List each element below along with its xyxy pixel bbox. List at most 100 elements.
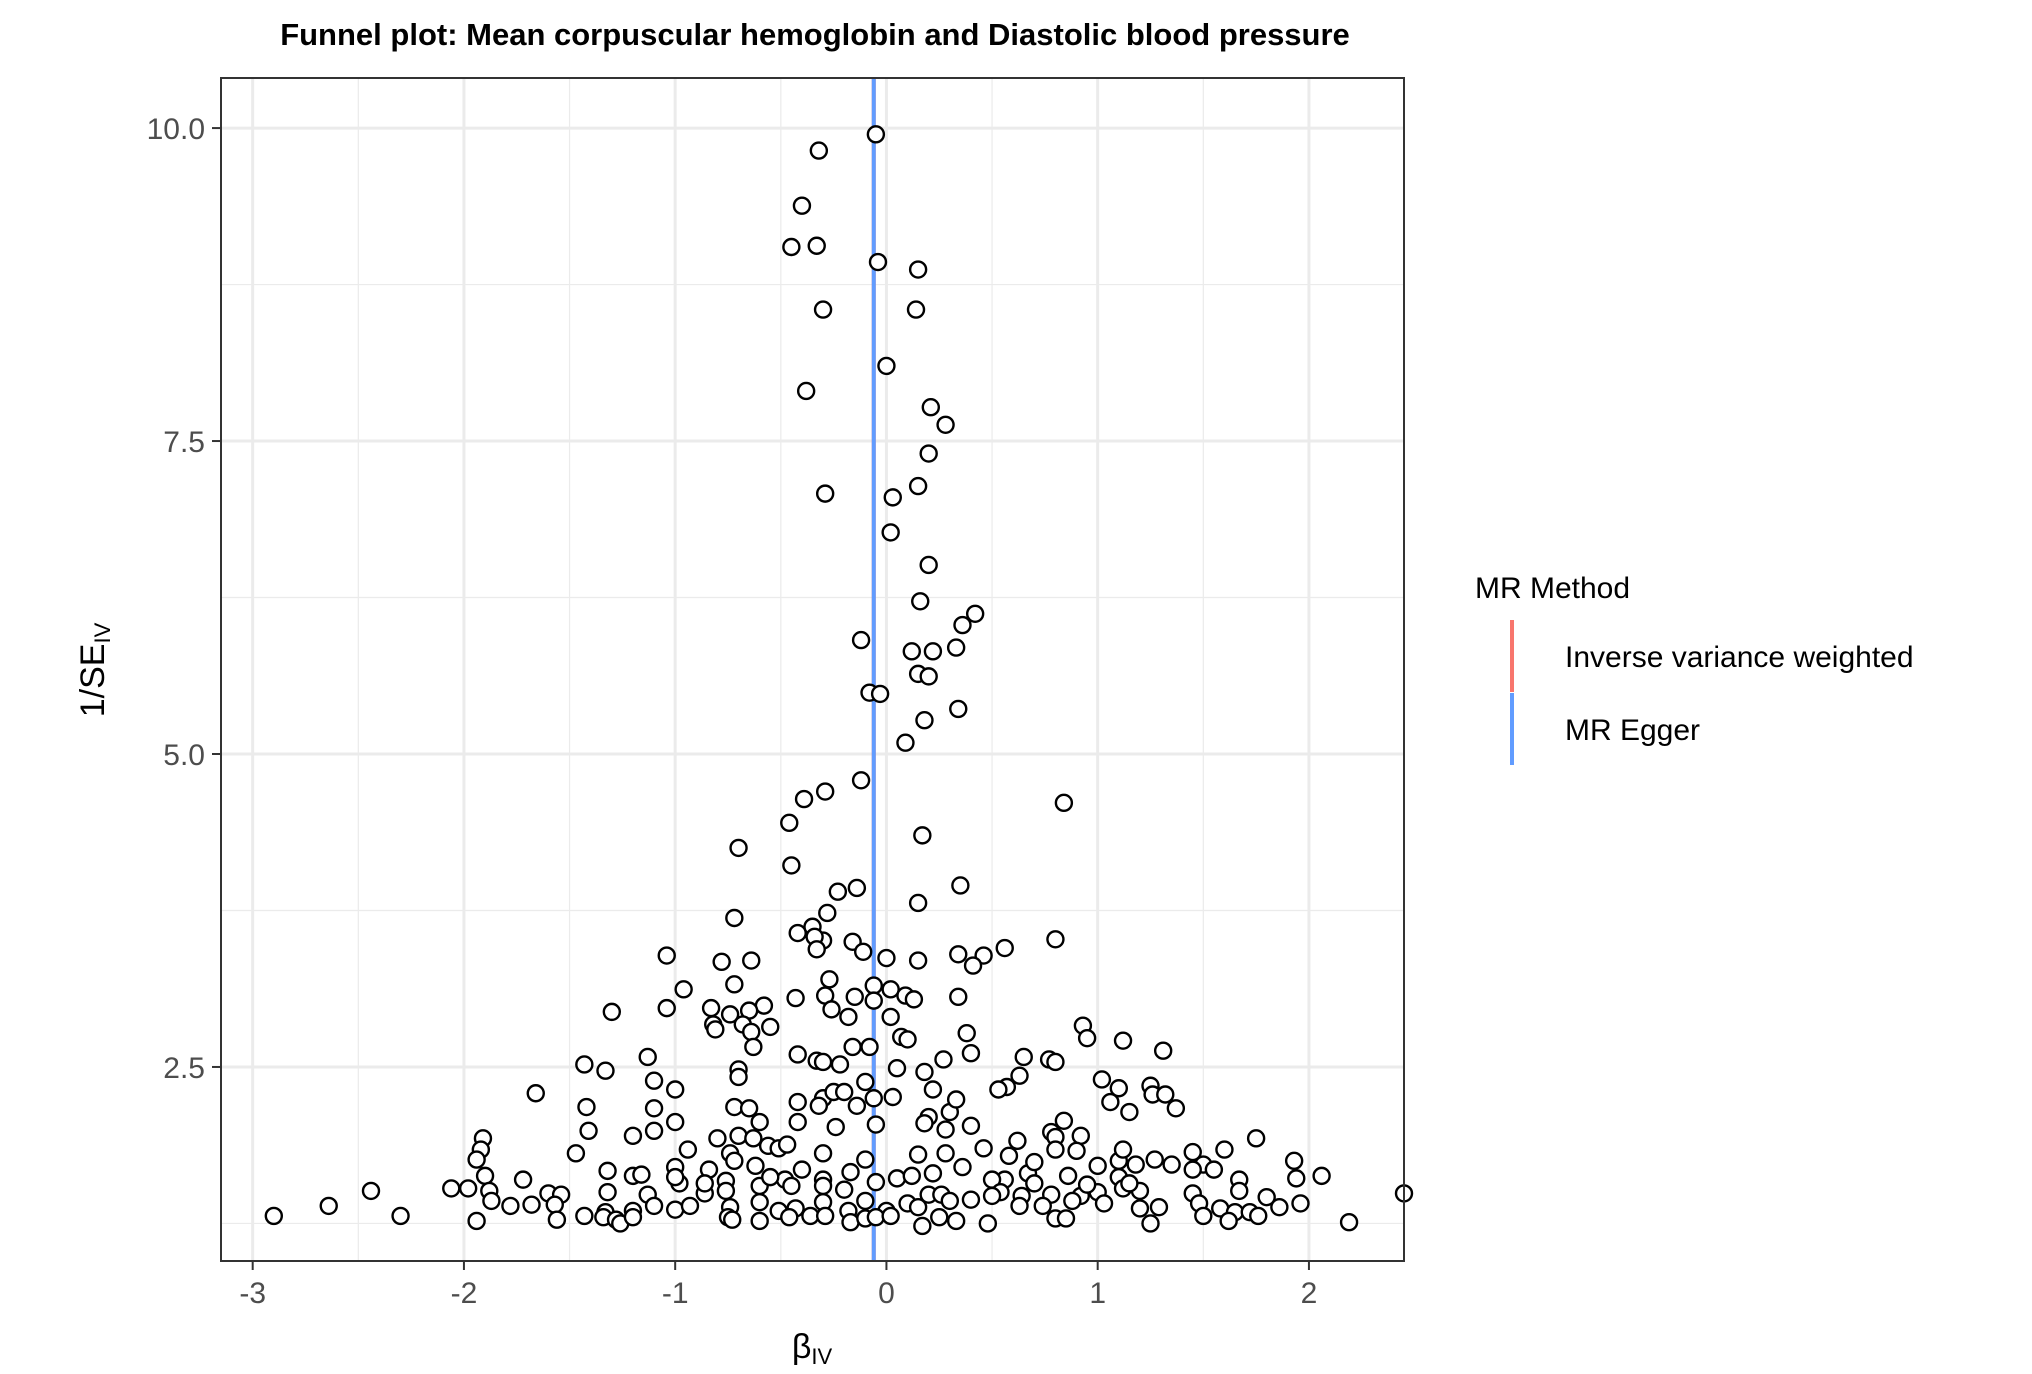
snp-point	[788, 1112, 807, 1132]
snp-point	[577, 1097, 596, 1117]
snp-point	[1033, 1196, 1052, 1216]
snp-point	[708, 1129, 727, 1148]
snp-point	[1010, 1066, 1029, 1085]
y-tick-label: 7.5	[163, 426, 205, 459]
snp-point	[974, 1139, 993, 1158]
snp-point	[1219, 1211, 1238, 1231]
snp-point	[961, 1043, 981, 1063]
snp-point	[522, 1195, 541, 1214]
snp-point	[813, 1176, 833, 1196]
snp-point	[949, 699, 968, 719]
x-tick-label: 0	[878, 1277, 895, 1310]
snp-point	[598, 1161, 617, 1181]
snp-point	[961, 1116, 981, 1136]
snp-point	[813, 1052, 833, 1072]
snp-point	[792, 1160, 812, 1179]
snp-point	[919, 444, 938, 463]
snp-point	[923, 642, 943, 661]
snp-point	[883, 1087, 902, 1107]
snp-point	[657, 946, 676, 965]
snp-point	[1088, 1156, 1107, 1176]
snp-point	[720, 1005, 740, 1024]
snp-point	[1145, 1150, 1164, 1169]
x-tick-label: 1	[1089, 1277, 1106, 1310]
snp-point	[881, 1007, 900, 1027]
snp-point	[1141, 1214, 1160, 1233]
snp-point	[264, 1206, 284, 1226]
snp-point	[1156, 1085, 1175, 1104]
snp-point	[1063, 1191, 1082, 1211]
snp-point	[1010, 1196, 1029, 1216]
snp-point	[841, 1162, 860, 1182]
snp-point	[1025, 1152, 1044, 1172]
snp-point	[1092, 1070, 1112, 1089]
snp-point	[644, 1099, 664, 1118]
y-tick-label: 2.5	[163, 1052, 205, 1085]
snp-point	[995, 938, 1014, 958]
snp-point	[809, 141, 829, 160]
snp-point	[851, 630, 871, 650]
snp-point	[915, 1062, 934, 1082]
snp-point	[644, 1121, 664, 1141]
snp-point	[761, 1167, 780, 1187]
snp-point	[1162, 1155, 1181, 1174]
snp-point	[777, 1135, 797, 1154]
snp-point	[851, 771, 871, 790]
snp-point	[1149, 1197, 1169, 1217]
snp-point	[1094, 1194, 1114, 1213]
snp-point	[847, 878, 867, 898]
snp-point	[1046, 1140, 1065, 1159]
snp-point	[887, 1059, 907, 1078]
snp-point	[883, 488, 902, 507]
snp-point	[813, 300, 833, 319]
legend-key-ivw	[1490, 620, 1524, 692]
snp-point	[575, 1206, 594, 1226]
legend-label-ivw: Inverse variance weighted	[1565, 641, 1914, 674]
snp-point	[644, 1196, 664, 1216]
snp-point	[1054, 1111, 1074, 1130]
snp-point	[1270, 1197, 1289, 1217]
snp-point	[813, 1144, 833, 1163]
snp-point	[794, 789, 814, 809]
snp-point	[482, 1191, 501, 1211]
snp-point	[936, 1144, 955, 1163]
snp-point	[1312, 1166, 1331, 1186]
snp-point	[864, 976, 883, 995]
snp-point	[834, 1082, 854, 1102]
snp-point	[623, 1207, 643, 1227]
snp-point	[1246, 1129, 1266, 1148]
snp-point	[665, 1080, 685, 1099]
snp-point	[807, 236, 826, 255]
snp-point	[1056, 1209, 1076, 1228]
snp-point	[866, 1172, 886, 1192]
snp-point	[458, 1179, 478, 1198]
snp-point	[665, 1112, 685, 1132]
legend-label-mr-egger: MR Egger	[1565, 714, 1700, 747]
snp-point	[792, 196, 812, 215]
snp-point	[815, 1206, 835, 1226]
legend: MR Method Inverse variance weighted MR E…	[1475, 572, 1914, 765]
snp-point	[1257, 1187, 1276, 1207]
snp-point	[1230, 1181, 1249, 1201]
snp-point	[930, 1207, 949, 1227]
snp-point	[680, 1196, 700, 1216]
snp-point	[796, 381, 816, 401]
snp-point	[1183, 1160, 1202, 1179]
snp-point	[887, 1169, 907, 1188]
snp-point	[845, 987, 864, 1007]
snp-point	[843, 1037, 862, 1057]
snp-point	[442, 1179, 461, 1198]
snp-point	[725, 908, 744, 928]
x-tick-label: -1	[662, 1277, 689, 1310]
snp-point	[1291, 1194, 1310, 1213]
y-axis-title: 1/SEIV	[74, 622, 115, 717]
snp-point	[674, 980, 693, 999]
snp-point	[866, 125, 886, 144]
y-tick-label: 10.0	[147, 113, 205, 146]
snp-point	[809, 1096, 829, 1115]
plot-panel	[221, 78, 1404, 1261]
snp-point	[729, 1067, 748, 1087]
snp-point	[361, 1181, 381, 1201]
snp-point	[978, 1214, 998, 1233]
snp-point	[1071, 1126, 1090, 1146]
